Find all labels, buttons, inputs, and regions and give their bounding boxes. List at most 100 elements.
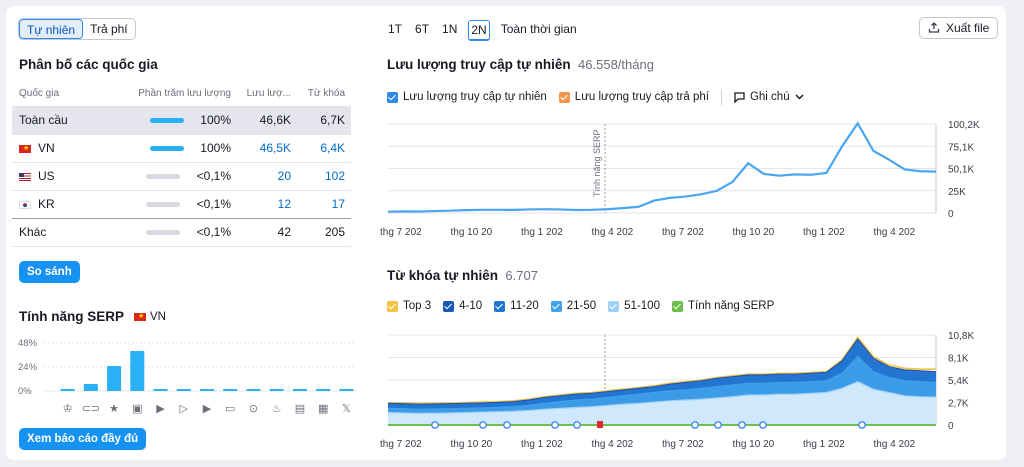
- checkbox-icon: [671, 300, 683, 312]
- date-range-tabs: 1T 6T 1N 2N Toàn thời gian: [386, 20, 588, 41]
- legend-51-100[interactable]: 51-100: [608, 300, 660, 312]
- traffic-chart-value: 46.558/tháng: [578, 57, 654, 72]
- google-update-icon: [714, 421, 722, 429]
- keyword-chart[interactable]: 10,8K 8,1K 5,4K 2,7K 0 thg 7 202 thg 10 20 thg…: [380, 326, 1000, 452]
- traffic-value[interactable]: 20: [237, 162, 297, 191]
- serp-features-title: Tính năng SERP: [19, 309, 125, 324]
- serp-bar: [292, 389, 307, 391]
- legend-21-50[interactable]: 21-50: [550, 300, 596, 312]
- keywords-value[interactable]: 102: [297, 162, 351, 191]
- y-tick-label: 50,1K: [948, 165, 974, 176]
- y-tick-label: 5,4K: [948, 376, 969, 387]
- legend-4-10[interactable]: 4-10: [443, 300, 482, 312]
- toggle-paid[interactable]: Trả phí: [90, 22, 128, 36]
- checkbox-icon: [387, 300, 398, 312]
- traffic-value[interactable]: 46,5K: [237, 134, 297, 163]
- image-icon: ▣: [132, 403, 142, 415]
- y-tick-label: 100,2K: [948, 120, 980, 131]
- legend-paid[interactable]: Lưu lượng truy cập trả phí: [558, 91, 709, 103]
- featured-video-icon: ▷: [180, 403, 189, 415]
- google-update-icon: [551, 421, 559, 429]
- legend-organic-label: Lưu lượng truy cập tự nhiên: [403, 91, 547, 103]
- x-tick-label: thg 1 202: [521, 227, 563, 238]
- x-tick-label: thg 1 202: [803, 439, 845, 450]
- keywords-value: 205: [297, 218, 351, 247]
- x-icon: 𝕏: [342, 403, 351, 415]
- serp-bar: [83, 384, 98, 391]
- table-row[interactable]: ★ VN 100% 46,5K 6,4K: [12, 134, 351, 163]
- legend-label: 11-20: [510, 300, 539, 312]
- keyword-chart-title: Từ khóa tự nhiên: [387, 268, 499, 283]
- range-tab-2n[interactable]: 2N: [468, 20, 490, 41]
- compare-button[interactable]: So sánh: [19, 261, 80, 283]
- serp-bar: [269, 389, 284, 391]
- toggle-organic[interactable]: Tự nhiên: [19, 19, 84, 39]
- legend-top3[interactable]: Top 3: [387, 300, 431, 312]
- full-report-button[interactable]: Xem báo cáo đầy đủ: [19, 428, 147, 450]
- keywords-value[interactable]: 17: [297, 190, 351, 219]
- serp-bar: [176, 389, 191, 391]
- x-tick-label: thg 10 20: [451, 439, 493, 450]
- legend-label: Tính năng SERP: [687, 300, 775, 312]
- legend-serp[interactable]: Tính năng SERP: [671, 300, 775, 312]
- col-traffic[interactable]: Lưu lượ...: [237, 82, 297, 107]
- google-update-icon: [479, 421, 487, 429]
- traffic-value: 42: [237, 218, 297, 247]
- serp-bar: [153, 389, 168, 391]
- google-update-icon: [759, 421, 767, 429]
- keywords-value[interactable]: 6,4K: [297, 134, 351, 163]
- serp-bar: [130, 351, 145, 391]
- range-tab-all[interactable]: Toàn thời gian: [500, 22, 577, 36]
- x-tick-label: thg 4 202: [874, 227, 916, 238]
- table-header-row: Quốc gia Phần trăm lưu lượng Lưu lượ... …: [12, 82, 351, 107]
- range-tab-1n[interactable]: 1N: [442, 22, 458, 36]
- area-51-100: [388, 381, 936, 425]
- y-tick-label: 10,8K: [948, 331, 974, 342]
- reviews-icon: ★: [109, 403, 119, 415]
- traffic-chart[interactable]: 100,2K 75,1K 50,1K 25K 0 Tính năng SERP thg …: [380, 115, 1000, 243]
- keyword-chart-value: 6.707: [505, 268, 538, 283]
- range-tab-1t[interactable]: 1T: [388, 22, 403, 36]
- news-icon: ▤: [295, 403, 305, 415]
- x-tick-label: thg 7 202: [662, 227, 704, 238]
- legend-organic[interactable]: Lưu lượng truy cập tự nhiên: [387, 91, 547, 103]
- table-row[interactable]: US <0,1% 20 102: [12, 162, 351, 191]
- traffic-legend: Lưu lượng truy cập tự nhiên Lưu lượng tr…: [387, 89, 816, 105]
- notes-dropdown[interactable]: Ghi chú: [734, 91, 804, 103]
- col-keywords[interactable]: Từ khóa: [297, 82, 351, 107]
- share-bar: [145, 202, 180, 208]
- traffic-chart-title: Lưu lượng truy cập tự nhiên: [387, 57, 571, 72]
- checkbox-icon: [550, 300, 562, 312]
- table-row[interactable]: KR <0,1% 12 17: [12, 190, 351, 219]
- line-21-50: [387, 355, 937, 410]
- y-tick-label: 0%: [18, 386, 32, 397]
- share-bar: [145, 174, 180, 180]
- faq-icon: ▭: [225, 403, 235, 415]
- google-update-icon: [738, 421, 746, 429]
- table-row[interactable]: Toàn cầu 100% 46,6K 6,7K: [12, 106, 351, 135]
- traffic-value[interactable]: 12: [237, 190, 297, 219]
- y-tick-label: 8,1K: [948, 354, 969, 365]
- export-button[interactable]: Xuất file: [919, 17, 999, 39]
- y-tick-label: 48%: [18, 338, 38, 349]
- keyword-legend: Top 3 4-10 11-20 21-50 51-100 Tính năng …: [387, 300, 786, 312]
- x-tick-label: thg 10 20: [733, 439, 775, 450]
- video-carousel-icon: ▶: [203, 403, 212, 415]
- country-table: Quốc gia Phần trăm lưu lượng Lưu lượ... …: [12, 82, 351, 247]
- share-bar: [145, 230, 180, 236]
- video-icon: ▶: [156, 403, 165, 415]
- serp-bar: [60, 389, 75, 391]
- country-name: KR: [38, 197, 55, 211]
- x-tick-label: thg 7 202: [380, 439, 422, 450]
- serp-bar: [107, 366, 122, 391]
- legend-label: Top 3: [403, 300, 432, 312]
- flag-vn-icon: ★: [19, 144, 31, 153]
- range-tab-6t[interactable]: 6T: [415, 22, 430, 36]
- annotation-label: Tính năng SERP: [592, 129, 602, 197]
- legend-11-20[interactable]: 11-20: [494, 300, 539, 312]
- keywords-value: 6,7K: [297, 106, 351, 135]
- chevron-down-icon: [795, 94, 804, 100]
- y-tick-label: 2,7K: [948, 399, 969, 410]
- flag-vn-icon: ★: [134, 312, 147, 321]
- serp-header: Tính năng SERP ★ VN: [19, 309, 166, 324]
